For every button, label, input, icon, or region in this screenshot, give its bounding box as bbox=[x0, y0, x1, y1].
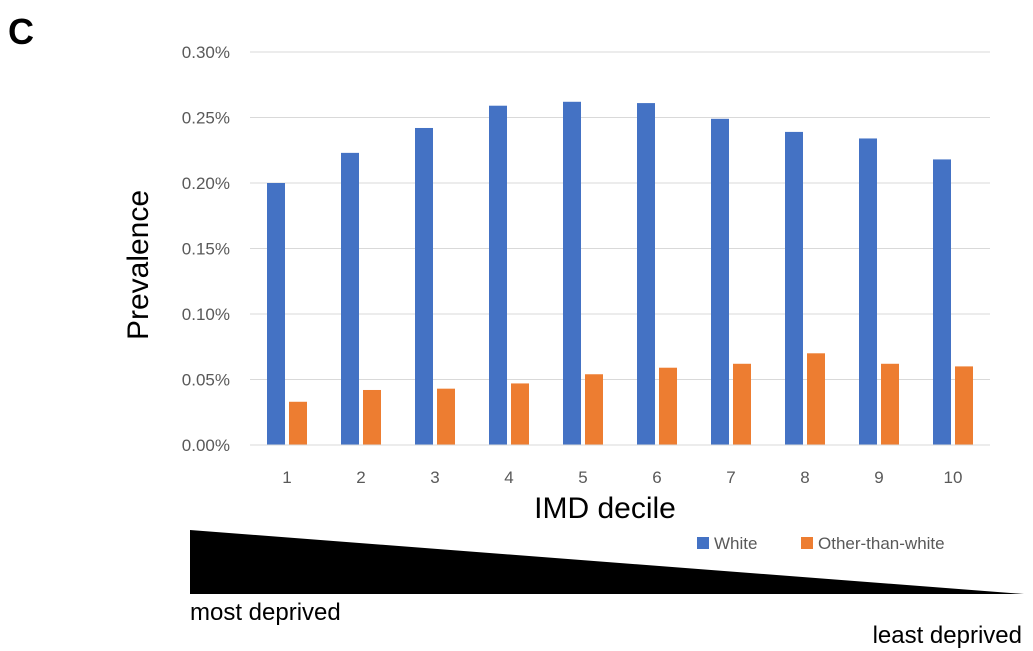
bar-white bbox=[415, 127, 433, 445]
panel-label: C bbox=[8, 11, 34, 52]
bar-other-than-white bbox=[659, 367, 677, 445]
x-axis-ticks: 1 2 3 4 5 6 7 8 9 10 bbox=[282, 468, 962, 487]
bar-other-than-white bbox=[585, 374, 603, 445]
bar-white bbox=[637, 103, 655, 445]
bar-other-than-white bbox=[807, 353, 825, 445]
bar-white bbox=[267, 183, 285, 445]
legend-swatch bbox=[801, 537, 813, 549]
x-tick-label: 5 bbox=[578, 468, 587, 487]
bar-other-than-white bbox=[363, 389, 381, 445]
y-tick-label: 0.15% bbox=[182, 240, 230, 259]
x-tick-label: 2 bbox=[356, 468, 365, 487]
bar-white bbox=[711, 118, 729, 445]
bar-other-than-white bbox=[881, 363, 899, 445]
legend-swatch bbox=[697, 537, 709, 549]
y-tick-label: 0.05% bbox=[182, 371, 230, 390]
bar-other-than-white bbox=[955, 366, 973, 445]
gridlines bbox=[250, 51, 990, 380]
y-tick-label: 0.10% bbox=[182, 305, 230, 324]
x-tick-label: 10 bbox=[944, 468, 963, 487]
y-axis-title: Prevalence bbox=[122, 190, 155, 340]
legend-label: White bbox=[714, 534, 757, 553]
x-tick-label: 3 bbox=[430, 468, 439, 487]
x-tick-label: 4 bbox=[504, 468, 513, 487]
deprivation-wedge bbox=[190, 530, 1024, 594]
bar-white bbox=[933, 159, 951, 446]
x-tick-label: 7 bbox=[726, 468, 735, 487]
bar-other-than-white bbox=[289, 401, 307, 445]
legend-label: Other-than-white bbox=[818, 534, 945, 553]
most-deprived-label: most deprived bbox=[190, 599, 341, 626]
least-deprived-label: least deprived bbox=[873, 622, 1022, 649]
y-tick-label: 0.25% bbox=[182, 109, 230, 128]
bar-other-than-white bbox=[437, 388, 455, 445]
bar-white bbox=[563, 101, 581, 445]
bar-white bbox=[341, 152, 359, 445]
x-tick-label: 8 bbox=[800, 468, 809, 487]
y-tick-label: 0.00% bbox=[182, 436, 230, 455]
bar-white bbox=[859, 138, 877, 445]
y-tick-label: 0.20% bbox=[182, 174, 230, 193]
bar-other-than-white bbox=[511, 383, 529, 445]
legend: White Other-than-white bbox=[697, 534, 945, 553]
y-axis-ticks: 0.00% 0.05% 0.10% 0.15% 0.20% 0.25% 0.30% bbox=[182, 43, 230, 455]
bar-white bbox=[785, 131, 803, 445]
y-tick-label: 0.30% bbox=[182, 43, 230, 62]
bar-white bbox=[489, 105, 507, 446]
bar-other-than-white bbox=[733, 363, 751, 445]
bars bbox=[267, 101, 973, 446]
x-tick-label: 1 bbox=[282, 468, 291, 487]
x-tick-label: 6 bbox=[652, 468, 661, 487]
x-axis-title: IMD decile bbox=[534, 492, 676, 525]
x-tick-label: 9 bbox=[874, 468, 883, 487]
